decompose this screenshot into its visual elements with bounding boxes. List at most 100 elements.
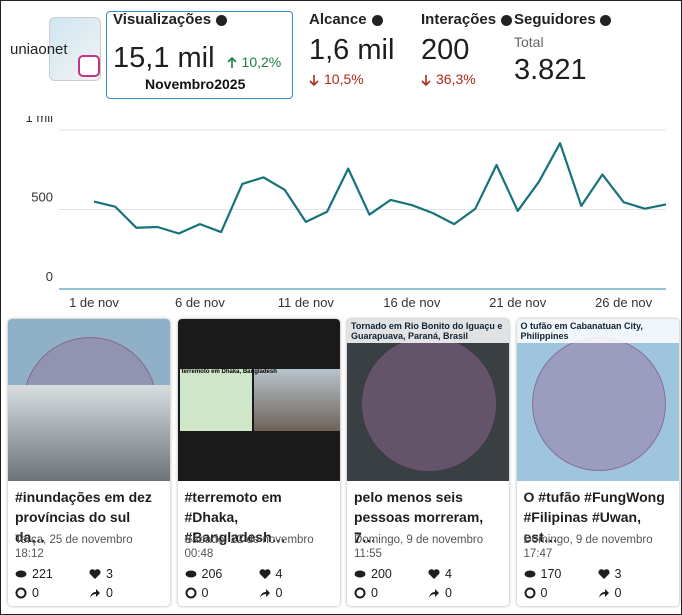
post-caption: #inundações em dez províncias do sul da… xyxy=(15,489,152,545)
metric-label: Visualizações xyxy=(113,11,281,28)
comments-stat: 0 xyxy=(524,586,598,600)
account-name: uniaonet xyxy=(10,41,68,58)
likes-stat: 4 xyxy=(428,567,502,581)
thumbnail-overlay-text: terremoto em Dhaka, Bangladesh xyxy=(181,369,277,375)
metric-value-row: 200 xyxy=(421,34,512,67)
comments-count: 0 xyxy=(540,586,548,600)
info-icon xyxy=(216,14,228,26)
comments-icon xyxy=(354,587,366,599)
likes-stat: 4 xyxy=(258,567,333,581)
views-icon xyxy=(524,570,535,578)
post-stats: 170 3 0 0 xyxy=(524,567,672,600)
thumbnail-overlay-text: Tornado em Rio Bonito do Iguaçu e Guarap… xyxy=(347,319,509,343)
followers-sublabel: Total xyxy=(514,34,544,50)
shares-icon xyxy=(259,589,270,598)
likes-shape xyxy=(428,569,440,579)
map-circle xyxy=(362,337,496,471)
likes-icon xyxy=(89,569,101,579)
comments-icon xyxy=(524,587,535,599)
post-date: Sábado, 22 de novembro 00:48 xyxy=(184,534,314,560)
shares-icon xyxy=(429,589,439,598)
views-count: 206 xyxy=(201,567,223,581)
views-shape xyxy=(185,570,196,578)
metric-change-text: 10,5% xyxy=(324,71,364,87)
views-stat: 206 xyxy=(185,567,259,581)
likes-shape xyxy=(89,569,101,579)
metric: Interações 200 36,3% xyxy=(421,11,513,87)
x-tick-label: 1 de nov xyxy=(69,295,119,310)
metric-value: 1,6 mil xyxy=(309,34,395,66)
period-label: Novembro2025 xyxy=(141,76,250,92)
post-stats: 206 4 0 0 xyxy=(185,567,333,600)
comments-icon xyxy=(185,587,196,599)
comments-count: 0 xyxy=(371,586,378,600)
views-icon xyxy=(185,570,196,578)
post-stats: 200 4 0 0 xyxy=(354,567,502,600)
metric-value: 200 xyxy=(421,34,470,66)
shares-stat: 0 xyxy=(428,586,502,600)
trend-arrow xyxy=(226,57,237,69)
arrow-shape xyxy=(421,75,431,87)
post-caption: #terremoto em #Dhaka, #Bangladesh… xyxy=(184,489,286,545)
views-line xyxy=(93,142,667,235)
shares-icon xyxy=(90,589,100,598)
y-tick-label: 1 mil xyxy=(26,116,54,125)
photo-inset xyxy=(8,385,170,481)
views-count: 221 xyxy=(32,567,53,581)
metric-label-text: Visualizações xyxy=(113,11,212,28)
shares-count: 0 xyxy=(106,586,113,600)
x-tick-label: 6 de nov xyxy=(175,295,225,310)
likes-icon xyxy=(597,569,610,579)
likes-shape xyxy=(597,569,610,579)
followers-metric: Seguidores Total 3.821 xyxy=(514,11,611,87)
comments-icon xyxy=(15,587,27,599)
shares-shape xyxy=(90,589,100,598)
post-card[interactable]: #inundações em dez províncias do sul da…… xyxy=(8,319,170,606)
shares-count: 0 xyxy=(275,586,283,600)
views-stat: 170 xyxy=(524,567,598,581)
post-stats: 221 3 0 0 xyxy=(15,567,163,600)
likes-count: 4 xyxy=(275,567,283,581)
likes-stat: 3 xyxy=(89,567,163,581)
views-count: 170 xyxy=(540,567,562,581)
likes-icon xyxy=(258,569,271,579)
likes-count: 3 xyxy=(614,567,622,581)
trend-arrow xyxy=(421,75,431,87)
likes-count: 3 xyxy=(106,567,113,581)
likes-count: 4 xyxy=(445,567,452,581)
post-thumbnail: Tornado em Rio Bonito do Iguaçu e Guarap… xyxy=(347,319,509,481)
followers-value: 3.821 xyxy=(514,54,587,86)
comments-count: 0 xyxy=(201,586,209,600)
selected-metric-box[interactable] xyxy=(106,11,293,99)
post-date: Terça, 25 de novembro 18:12 xyxy=(15,534,133,560)
views-shape xyxy=(524,570,535,578)
post-date: Domingo, 9 de novembro 17:47 xyxy=(523,534,653,560)
post-card[interactable]: terremoto em Dhaka, Bangladesh #terremoto… xyxy=(177,319,340,606)
shares-shape xyxy=(429,589,439,598)
followers-label: Seguidores xyxy=(514,11,611,28)
instagram-icon xyxy=(78,55,100,77)
map-circle xyxy=(531,337,666,471)
post-thumbnail: terremoto em Dhaka, Bangladesh xyxy=(177,319,340,481)
info-icon xyxy=(371,14,383,26)
comments-shape xyxy=(185,587,196,599)
arrow-shape xyxy=(226,57,237,69)
x-tick-label: 26 de nov xyxy=(595,295,653,310)
metric: Visualizações 15,1 mil 10,2% xyxy=(113,11,281,75)
metric-change-text: 36,3% xyxy=(436,71,476,87)
comments-stat: 0 xyxy=(185,586,259,600)
thumbnail-overlay-text: O tufão em Cabanatuan City, Philippines xyxy=(516,319,679,343)
post-card[interactable]: O tufão em Cabanatuan City, Philippines O… xyxy=(516,319,679,606)
likes-shape xyxy=(258,569,271,579)
post-card[interactable]: Tornado em Rio Bonito do Iguaçu e Guarap… xyxy=(347,319,509,606)
comments-stat: 0 xyxy=(15,586,89,600)
metric-label-text: Alcance xyxy=(309,11,367,28)
views-shape xyxy=(15,570,27,578)
y-tick-label: 500 xyxy=(31,190,53,205)
trend-arrow xyxy=(309,75,319,87)
comments-shape xyxy=(524,587,535,599)
x-tick-label: 11 de nov xyxy=(278,295,335,310)
comments-shape xyxy=(15,587,27,599)
x-tick-label: 16 de nov xyxy=(383,295,441,310)
